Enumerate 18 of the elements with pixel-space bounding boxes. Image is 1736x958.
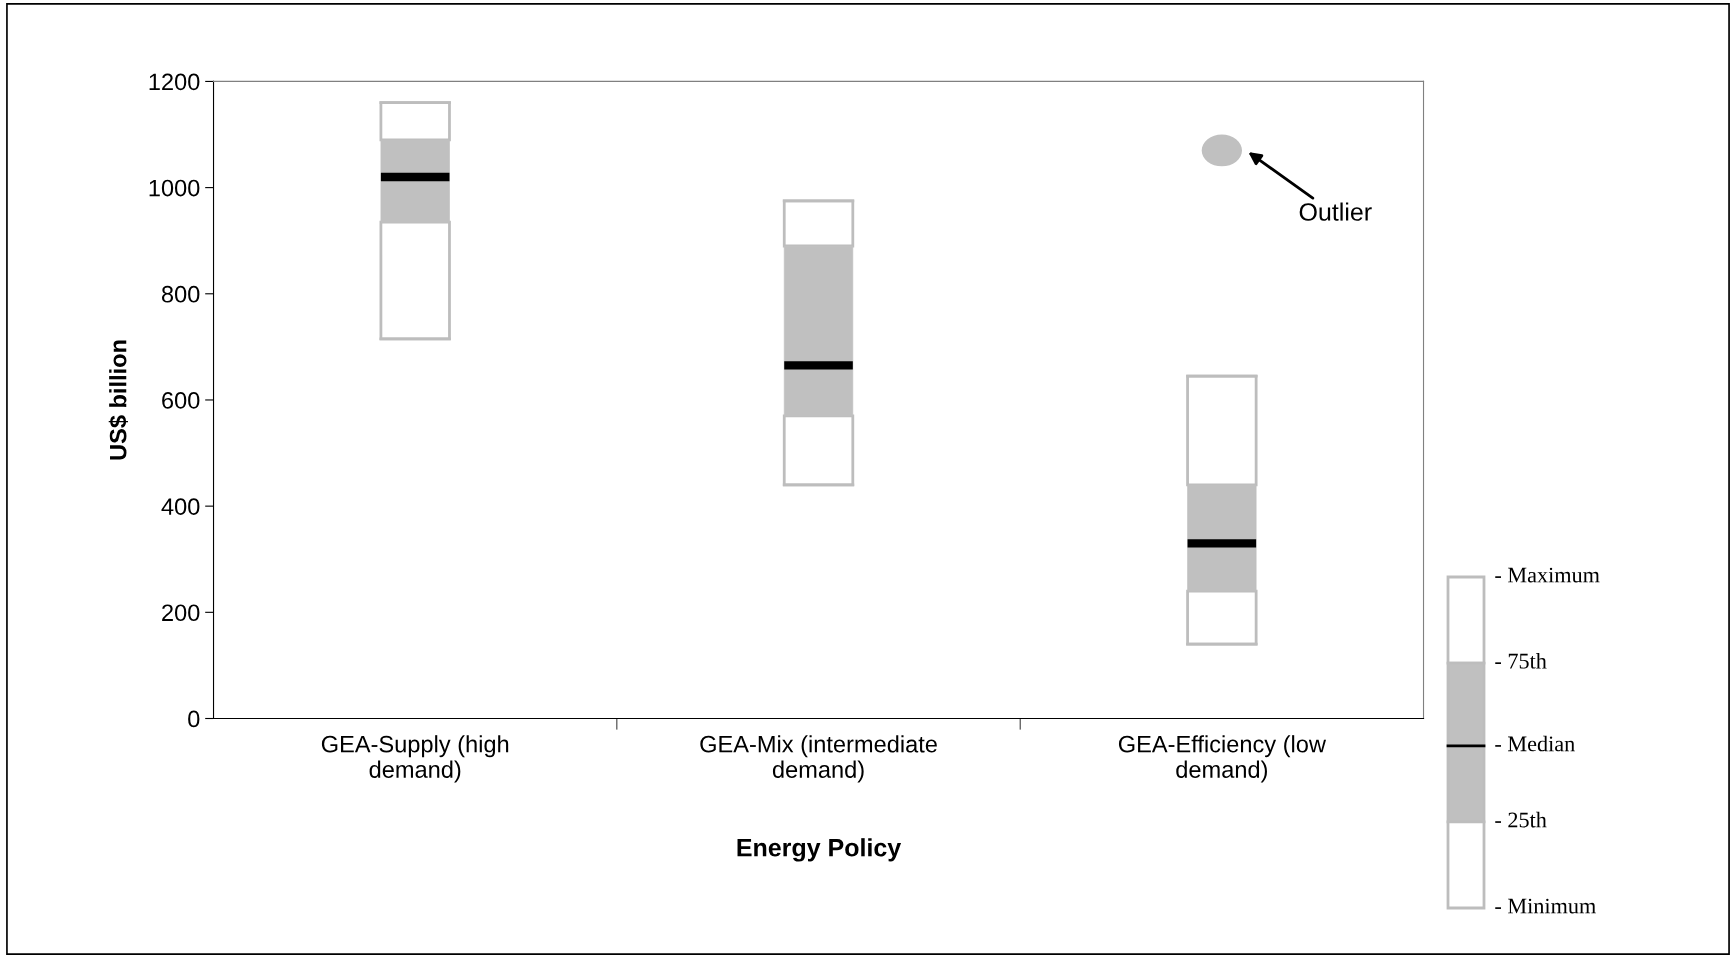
text: - Median bbox=[1495, 735, 1575, 752]
x-tick-label: GEA-Efficiency (low demand) bbox=[1118, 735, 1327, 783]
y-axis-title: US$ billion bbox=[108, 340, 128, 460]
y-tick-label: 400 bbox=[161, 498, 200, 515]
y-tick-label: 0 bbox=[188, 710, 200, 728]
y-tick-label: 800 bbox=[161, 285, 200, 303]
y-tick-label: 200 bbox=[162, 604, 200, 622]
y-tick-label: 1200 bbox=[149, 73, 200, 91]
text: - Minimum bbox=[1495, 898, 1596, 914]
y-tick-label: 1000 bbox=[149, 179, 200, 197]
text: - Maximum bbox=[1495, 567, 1600, 583]
x-tick-label: GEA-Supply (high demand) bbox=[321, 735, 509, 783]
text: - 75th bbox=[1495, 652, 1547, 669]
annotation: Outlier bbox=[1299, 202, 1372, 221]
text: - 25th bbox=[1495, 811, 1547, 828]
x-axis-title: Energy Policy bbox=[737, 838, 902, 862]
x-tick-label: GEA-Mix (intermediate demand) bbox=[700, 735, 937, 783]
y-tick-label: 600 bbox=[162, 392, 200, 409]
